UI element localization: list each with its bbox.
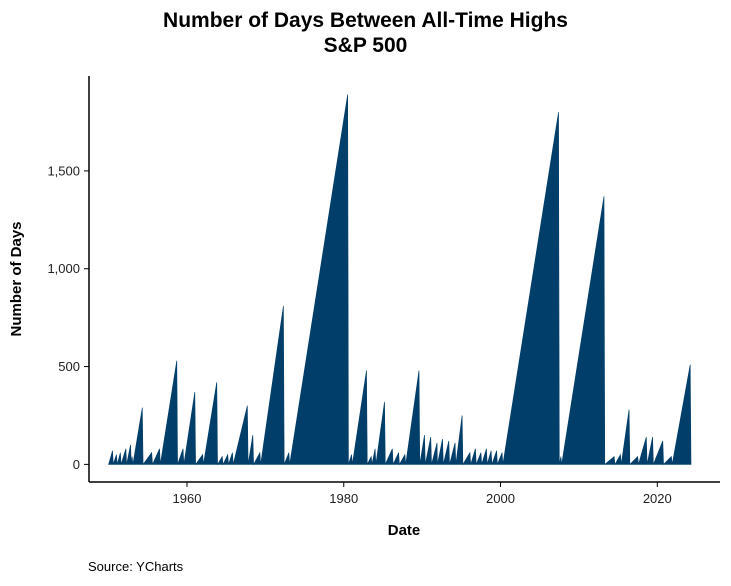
x-axis-title: Date <box>388 522 421 539</box>
x-tick-label: 2020 <box>643 491 672 506</box>
y-tick-label: 500 <box>58 359 80 374</box>
y-axis-title: Number of Days <box>8 221 25 336</box>
x-tick-label: 1980 <box>329 491 358 506</box>
x-tick-label: 2000 <box>486 491 515 506</box>
y-tick-label: 0 <box>73 457 80 472</box>
chart-title: Number of Days Between All-Time Highs S&… <box>0 8 731 58</box>
x-axis-ticks: 1960 1980 2000 2020 <box>173 482 672 506</box>
source-note: Source: YCharts <box>88 559 184 574</box>
chart-title-line: Number of Days Between All-Time Highs <box>163 9 568 32</box>
y-tick-label: 1,000 <box>47 261 80 276</box>
chart-subtitle: S&P 500 <box>323 34 408 57</box>
plot-area <box>108 94 692 466</box>
y-tick-label: 1,500 <box>47 163 80 178</box>
x-tick-label: 1960 <box>173 491 202 506</box>
y-axis-ticks: 0 500 1,000 1,500 <box>47 163 89 472</box>
series-area-0 <box>108 94 692 466</box>
